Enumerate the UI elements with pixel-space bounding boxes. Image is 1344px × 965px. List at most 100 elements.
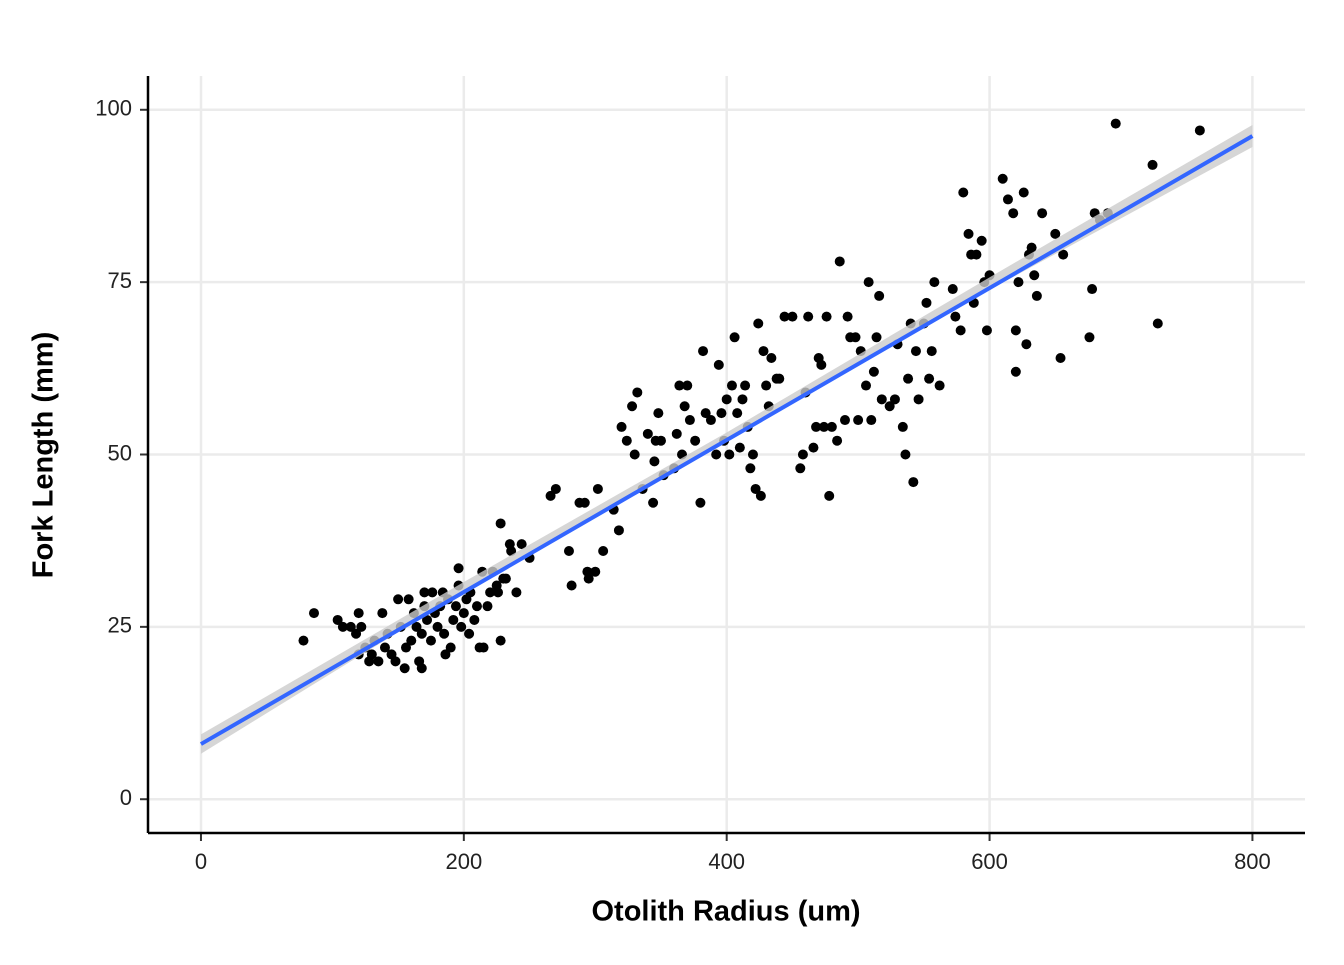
point	[926, 346, 937, 357]
point	[698, 346, 709, 357]
point	[592, 483, 603, 494]
point	[874, 290, 885, 301]
point	[406, 635, 417, 646]
point	[448, 614, 459, 625]
point	[850, 332, 861, 343]
point	[393, 594, 404, 605]
point	[958, 187, 969, 198]
point	[366, 649, 377, 660]
point	[795, 463, 806, 474]
point	[724, 449, 735, 460]
point	[705, 415, 716, 426]
point	[868, 366, 879, 377]
y-tick-label: 25	[108, 613, 132, 638]
point	[482, 601, 493, 612]
point	[345, 621, 356, 632]
point	[1018, 187, 1029, 198]
point	[713, 359, 724, 370]
point	[485, 587, 496, 598]
point	[779, 311, 790, 322]
point	[432, 621, 443, 632]
point	[399, 663, 410, 674]
point	[913, 394, 924, 405]
point	[803, 311, 814, 322]
point	[621, 435, 632, 446]
point	[1029, 270, 1040, 281]
point	[632, 387, 643, 398]
point	[729, 332, 740, 343]
point	[440, 649, 451, 660]
point	[495, 635, 506, 646]
point	[1147, 159, 1158, 170]
point	[853, 415, 864, 426]
point	[422, 614, 433, 625]
point	[629, 449, 640, 460]
point	[453, 563, 464, 574]
x-tick-label: 600	[971, 849, 1008, 874]
point	[550, 483, 561, 494]
point	[1055, 352, 1066, 363]
point	[955, 325, 966, 336]
point	[834, 256, 845, 267]
point	[1087, 284, 1098, 295]
point	[616, 421, 627, 432]
point	[427, 587, 438, 598]
y-tick-label: 75	[108, 268, 132, 293]
point	[900, 449, 911, 460]
point	[456, 621, 467, 632]
point	[1013, 277, 1024, 288]
point	[950, 311, 961, 322]
point	[737, 394, 748, 405]
point	[876, 394, 887, 405]
point	[1026, 242, 1037, 253]
point	[1008, 208, 1019, 219]
point	[613, 525, 624, 536]
point	[842, 311, 853, 322]
point	[976, 235, 987, 246]
point	[753, 318, 764, 329]
point	[649, 456, 660, 467]
point	[439, 628, 450, 639]
point	[478, 642, 489, 653]
point	[1010, 325, 1021, 336]
point	[511, 587, 522, 598]
point	[766, 352, 777, 363]
point	[821, 311, 832, 322]
point	[1152, 318, 1163, 329]
point	[1031, 290, 1042, 301]
point	[1058, 249, 1069, 260]
point	[750, 483, 761, 494]
point	[839, 415, 850, 426]
point	[583, 573, 594, 584]
point	[971, 249, 982, 260]
point	[711, 449, 722, 460]
point	[947, 284, 958, 295]
point	[464, 628, 475, 639]
point	[740, 380, 751, 391]
point	[871, 332, 882, 343]
x-tick-label: 400	[708, 849, 745, 874]
point	[889, 394, 900, 405]
point	[1194, 125, 1205, 136]
point	[416, 628, 427, 639]
point	[684, 415, 695, 426]
point	[934, 380, 945, 391]
point	[824, 490, 835, 501]
point	[655, 435, 666, 446]
point	[700, 408, 711, 419]
point	[832, 435, 843, 446]
point	[734, 442, 745, 453]
point	[929, 277, 940, 288]
x-axis-label: Otolith Radius (um)	[591, 896, 860, 928]
point	[679, 401, 690, 412]
point	[653, 408, 664, 419]
point	[924, 373, 935, 384]
point	[1021, 339, 1032, 350]
point	[351, 628, 362, 639]
point	[797, 449, 808, 460]
point	[921, 297, 932, 308]
x-tick-label: 200	[445, 849, 482, 874]
point	[377, 608, 388, 619]
point	[563, 546, 574, 557]
